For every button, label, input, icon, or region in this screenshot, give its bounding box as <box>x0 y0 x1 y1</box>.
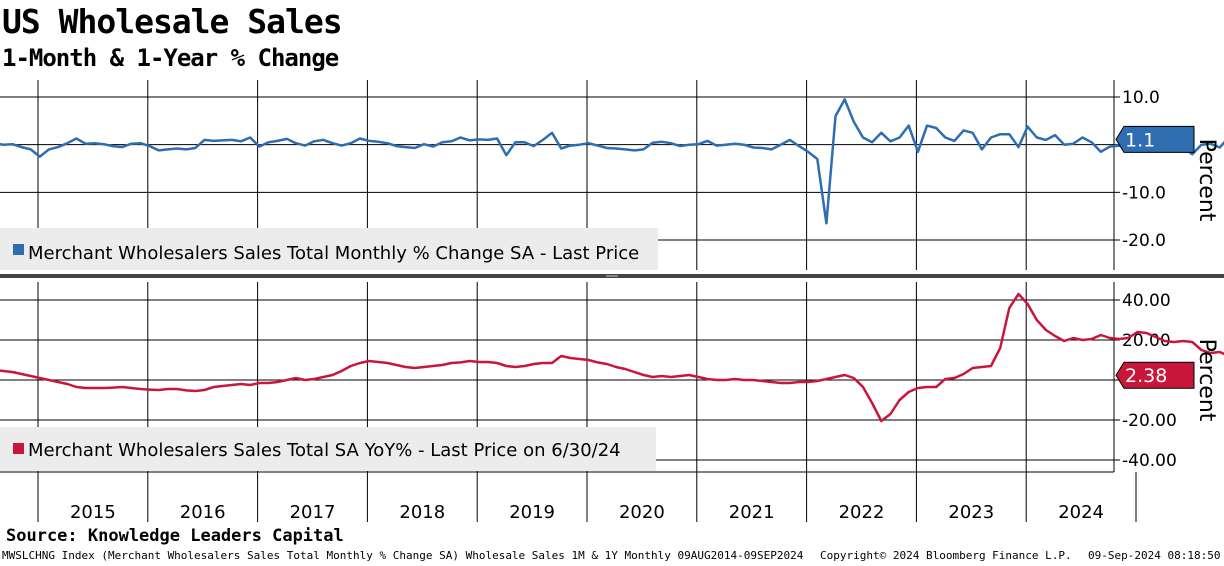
bottom-ytick-label: 20.00 <box>1122 331 1171 351</box>
top-ytick-label: -10.0 <box>1122 183 1166 203</box>
bottom-ytick-label: -40.00 <box>1122 451 1177 471</box>
x-tick-label-2023: 2023 <box>948 502 994 523</box>
top-last-value-badge-shape <box>1115 125 1195 153</box>
bottom-last-value-badge-shape <box>1115 361 1195 389</box>
top-legend: Merchant Wholesalers Sales Total Monthly… <box>0 228 658 270</box>
chart-subtitle: 1-Month & 1-Year % Change <box>2 44 339 72</box>
bottom-panel: 40.00 20.00 -20.00 -40.00 Merchant Wholesal… <box>0 282 1224 472</box>
chart-title: US Wholesale Sales <box>2 2 343 41</box>
top-ytick-label: -20.0 <box>1122 231 1166 251</box>
footer-timestamp: 09-Sep-2024 08:18:50 <box>1088 549 1221 562</box>
top-legend-box <box>0 228 658 270</box>
x-tick-label-2022: 2022 <box>839 502 885 523</box>
footer-copyright: Copyright© 2024 Bloomberg Finance L.P. <box>820 549 1072 562</box>
bottom-last-value-badge: 2.38 <box>1115 361 1195 389</box>
x-tick-label-2019: 2019 <box>509 502 555 523</box>
top-legend-text: Merchant Wholesalers Sales Total Monthly… <box>28 243 639 264</box>
x-tick-label-2015: 2015 <box>70 502 116 523</box>
top-series-line <box>0 98 1224 225</box>
x-tick-label-2017: 2017 <box>290 502 336 523</box>
bottom-ytick-label: -20.00 <box>1122 411 1177 431</box>
top-y-axis-label: Percent <box>1194 139 1219 222</box>
x-tick-label-2020: 2020 <box>619 502 665 523</box>
x-tick-label-2018: 2018 <box>399 502 445 523</box>
bottom-last-value-label: 2.38 <box>1125 365 1167 387</box>
bottom-legend-text: Merchant Wholesalers Sales Total SA YoY%… <box>28 440 621 461</box>
top-ytick-label: 10.0 <box>1122 88 1160 108</box>
top-y-ticks: 10.0 -10.0 -20.0 <box>1114 88 1166 251</box>
bottom-legend-swatch <box>13 443 24 454</box>
panel-divider-handle <box>606 275 618 277</box>
bottom-legend: Merchant Wholesalers Sales Total SA YoY%… <box>0 427 656 471</box>
bottom-y-ticks: 40.00 20.00 -20.00 -40.00 <box>1114 291 1177 471</box>
source-note: Source: Knowledge Leaders Capital <box>6 526 344 546</box>
top-last-value-badge: 1.1 <box>1115 125 1195 153</box>
bottom-y-axis-label: Percent <box>1194 339 1219 422</box>
top-panel: 10.0 -10.0 -20.0 Merchant Wholesalers Sale… <box>0 80 1224 270</box>
bottom-series-line <box>0 292 1224 423</box>
top-last-value-label: 1.1 <box>1125 129 1155 151</box>
x-axis: 2015 2016 2017 2018 2019 2020 2021 2022 2023 2024 <box>0 471 1137 523</box>
footer-index-description: MWSLCHNG Index (Merchant Wholesalers Sal… <box>2 549 804 562</box>
x-tick-label-2024: 2024 <box>1058 502 1104 523</box>
top-legend-swatch <box>13 244 24 255</box>
bottom-ytick-label: 40.00 <box>1122 291 1171 311</box>
x-ticks: 2015 2016 2017 2018 2019 2020 2021 2022 2023 2024 <box>37 472 1137 523</box>
bottom-legend-box <box>0 427 656 471</box>
x-tick-label-2021: 2021 <box>729 502 775 523</box>
x-tick-label-2016: 2016 <box>180 502 226 523</box>
